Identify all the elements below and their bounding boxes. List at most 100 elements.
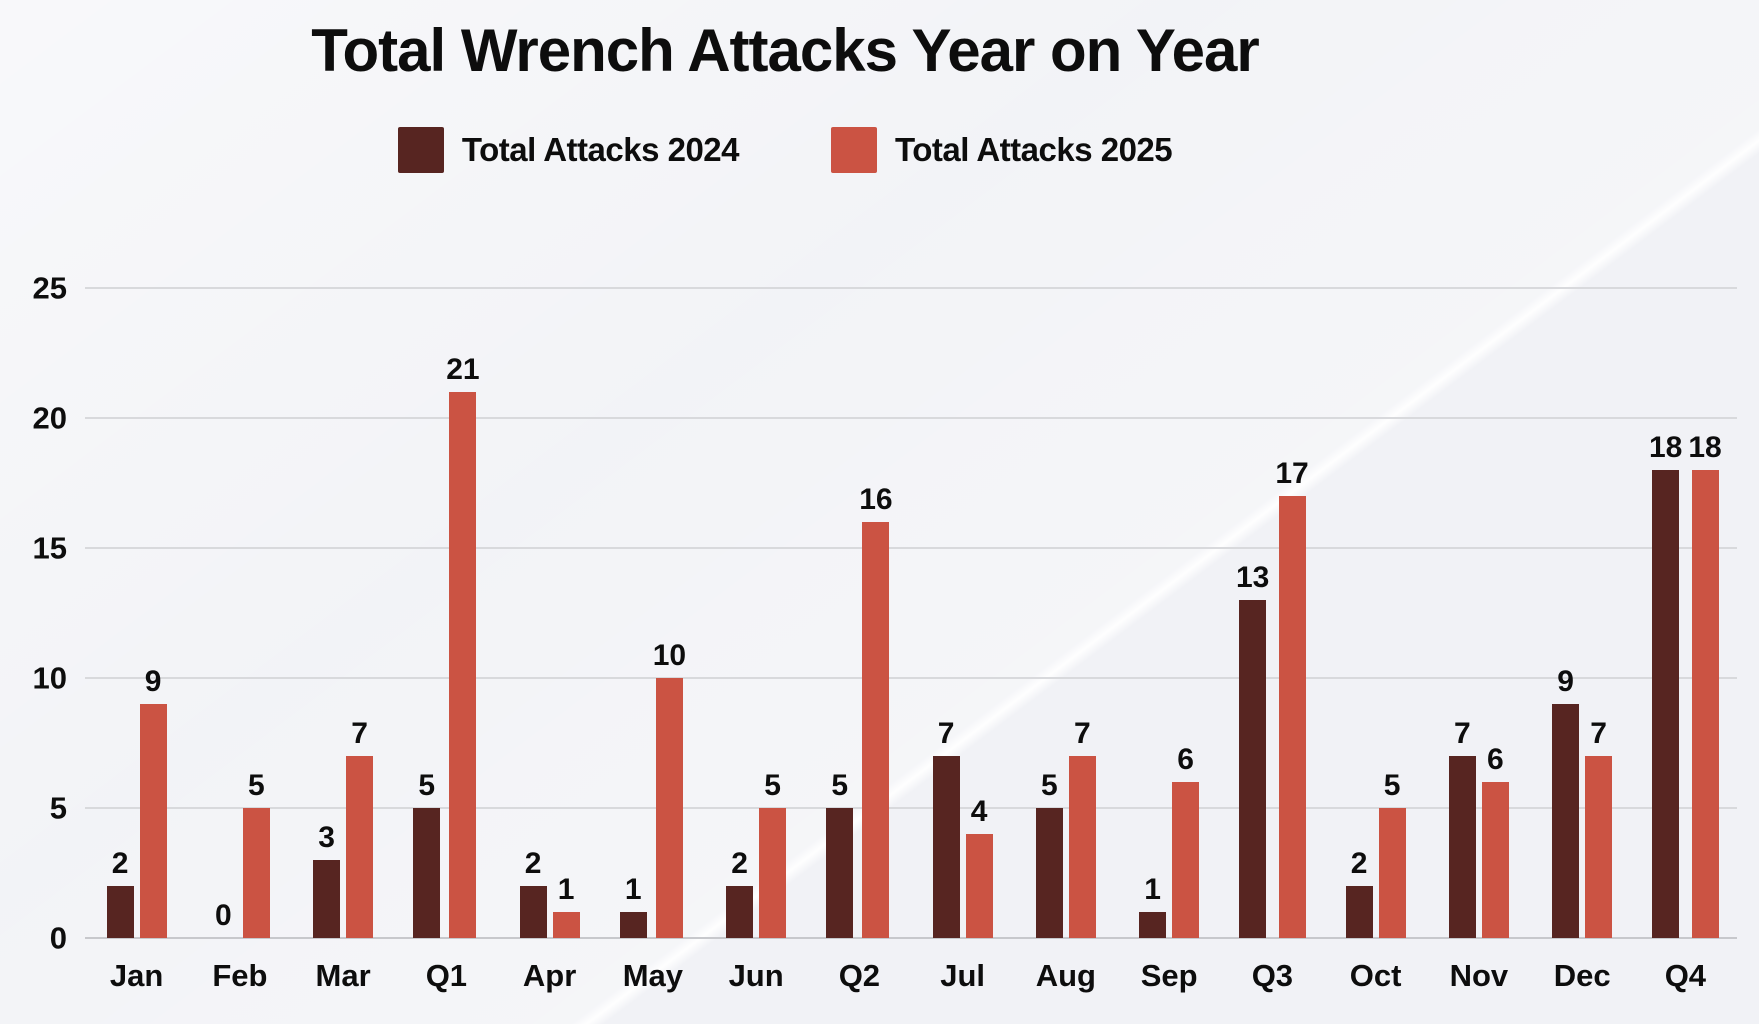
bar-q4-total-attacks-2025: [1691, 470, 1719, 938]
bar-groups: 2 9 Jan 0 5 Feb 3 7 Mar 5 21 Q1 2 1 Apr 1 10 May 2 5 Jun 5 16 Q…: [85, 288, 1737, 992]
bar-aug-total-attacks-2025: [1068, 756, 1096, 938]
x-axis-label-nov: Nov: [1449, 958, 1509, 993]
legend-item-2025: Total Attacks 2025: [831, 127, 1173, 173]
legend-label-2025: Total Attacks 2025: [895, 131, 1173, 168]
bar-column: 7: [1068, 288, 1096, 938]
bar-column: 5: [826, 288, 854, 938]
y-tick-label-0: 0: [49, 920, 67, 956]
bar-q1-total-attacks-2024: [413, 808, 441, 938]
value-label: 2: [1350, 847, 1368, 880]
gridline-0: [85, 937, 1737, 939]
value-label: 10: [652, 639, 687, 672]
bar-column: 5: [1378, 288, 1406, 938]
bar-group-aug: 5 7 Aug: [1014, 288, 1117, 992]
bar-q4-total-attacks-2024: [1652, 470, 1680, 938]
x-axis-label-jun: Jun: [728, 958, 784, 993]
x-axis-label-apr: Apr: [522, 958, 577, 993]
x-axis-label-jul: Jul: [940, 958, 986, 993]
bar-aug-total-attacks-2024: [1035, 808, 1063, 938]
value-label: 5: [418, 769, 436, 802]
bar-group-jun: 2 5 Jun: [705, 288, 808, 991]
legend-label-2024: Total Attacks 2024: [461, 131, 740, 168]
bar-column: 2: [519, 288, 547, 938]
bar-apr-total-attacks-2024: [519, 886, 547, 938]
bar-column: 7: [1585, 288, 1613, 938]
bar-group-sep: 1 6 Sep: [1118, 288, 1221, 991]
bar-group-jul: 7 4 Jul: [911, 288, 1014, 991]
bar-column: 7: [932, 288, 960, 938]
bar-group-q3: 13 17 Q3: [1221, 288, 1324, 992]
chart-header: Total Wrench Attacks Year on Year Total …: [0, 0, 1570, 173]
value-label: 6: [1177, 743, 1194, 776]
bar-jan-total-attacks-2025: [139, 704, 167, 938]
bar-column: 5: [759, 288, 787, 938]
bar-jul-total-attacks-2025: [965, 834, 993, 938]
bar-group-dec: 9 7 Dec: [1531, 288, 1634, 991]
bar-column: 1: [1139, 288, 1167, 938]
x-axis-label-q3: Q3: [1251, 958, 1294, 993]
value-label: 1: [624, 873, 642, 906]
y-tick-label-5: 5: [49, 790, 67, 826]
x-axis-label-oct: Oct: [1349, 958, 1402, 993]
gridline-25: [85, 287, 1737, 289]
value-label: 3: [318, 821, 335, 854]
x-axis-label-q4: Q4: [1664, 958, 1707, 993]
value-label: 5: [764, 769, 781, 802]
chart-title: Total Wrench Attacks Year on Year: [311, 17, 1259, 84]
value-label: 1: [557, 873, 575, 906]
bar-column: 6: [1172, 288, 1200, 938]
bar-sep-total-attacks-2025: [1172, 782, 1200, 938]
x-axis-label-jan: Jan: [109, 958, 164, 993]
bar-column: 1: [619, 288, 647, 938]
bar-group-q2: 5 16 Q2: [808, 288, 911, 991]
value-label: 5: [831, 769, 849, 802]
value-label: 2: [731, 847, 748, 880]
bar-group-q4: 18 18 Q4: [1634, 288, 1737, 992]
bar-column: 1: [552, 288, 580, 938]
value-label: 5: [1383, 769, 1401, 802]
value-label: 5: [1041, 769, 1058, 802]
bar-column: 18: [1688, 288, 1722, 938]
x-axis-label-mar: Mar: [315, 958, 371, 993]
value-label: 6: [1487, 743, 1504, 776]
bar-mar-total-attacks-2024: [313, 860, 341, 938]
value-label: 18: [1688, 431, 1722, 464]
bar-oct-total-attacks-2025: [1378, 808, 1406, 938]
bar-group-jan: 2 9 Jan: [85, 288, 188, 991]
gridline-15: [85, 547, 1737, 549]
bar-column: 2: [1345, 288, 1373, 938]
bar-group-oct: 2 5 Oct: [1324, 288, 1427, 991]
x-axis-label-sep: Sep: [1140, 958, 1198, 993]
x-axis-label-may: May: [622, 958, 684, 993]
bar-group-may: 1 10 May: [601, 288, 704, 991]
bar-column: 16: [859, 288, 893, 938]
bar-column: 0: [210, 288, 237, 938]
value-label: 2: [111, 847, 129, 880]
value-label: 13: [1236, 561, 1270, 594]
bar-column: 5: [1035, 288, 1063, 938]
bar-jun-total-attacks-2025: [759, 808, 787, 938]
legend-swatch-2025: [831, 127, 877, 173]
gridline-10: [85, 677, 1737, 679]
gridline-5: [85, 807, 1737, 809]
bar-nov-total-attacks-2025: [1481, 782, 1509, 938]
bar-column: 9: [1552, 288, 1580, 938]
bar-column: 6: [1481, 288, 1509, 938]
legend: Total Attacks 2024 Total Attacks 2025: [0, 127, 1570, 173]
value-label: 21: [446, 353, 480, 386]
bar-column: 5: [413, 288, 441, 938]
bar-column: 9: [139, 288, 167, 938]
y-tick-label-25: 25: [32, 270, 67, 306]
bar-group-feb: 0 5 Feb: [188, 288, 291, 991]
bar-jan-total-attacks-2024: [106, 886, 134, 938]
bar-may-total-attacks-2025: [655, 678, 683, 938]
value-label: 2: [524, 847, 542, 880]
value-label: 7: [1074, 717, 1091, 750]
bar-sep-total-attacks-2024: [1139, 912, 1167, 938]
bar-group-mar: 3 7 Mar: [292, 288, 395, 991]
bar-column: 13: [1236, 288, 1269, 938]
bar-q1-total-attacks-2025: [449, 392, 477, 938]
bar-q2-total-attacks-2025: [862, 522, 890, 938]
bar-nov-total-attacks-2024: [1448, 756, 1476, 938]
